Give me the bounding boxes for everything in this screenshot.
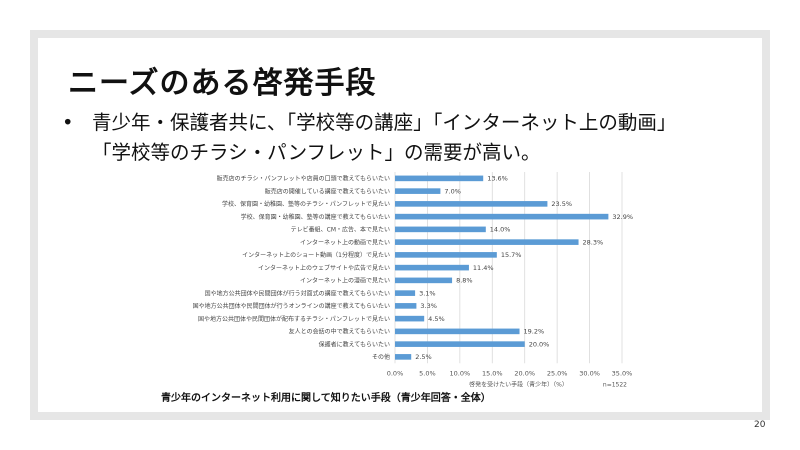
slide-title: ニーズのある啓発手段: [68, 66, 377, 101]
page-number: 20: [754, 420, 766, 430]
chart-caption: 青少年のインターネット利用に関して知りたい手段（青少年回答・全体）: [161, 393, 491, 404]
x-tick-label: 30.0%: [579, 369, 600, 377]
sample-size-note: n=1522: [603, 381, 627, 388]
bar: [395, 252, 497, 258]
bar: [395, 226, 486, 233]
data-label: 15.7%: [501, 251, 522, 259]
x-tick-label: 20.0%: [514, 369, 535, 377]
data-label: 4.5%: [428, 315, 445, 323]
category-label: 学校、保育園・幼稚園、塾等のチラシ・パンフレットで見たい: [222, 200, 390, 208]
bar: [395, 277, 453, 284]
x-tick-label: 15.0%: [482, 369, 503, 377]
category-label: インターネット上の動画で見たい: [300, 238, 390, 246]
category-label: 保護者に教えてもらいたい: [319, 340, 390, 348]
bar: [395, 264, 469, 271]
data-label: 7.0%: [444, 187, 461, 195]
bullet-text: • 青少年・保護者共に、「学校等の講座」「インターネット上の動画」 「学校等のチラ…: [62, 108, 676, 168]
data-label: 19.2%: [524, 328, 545, 336]
category-label: 国や地方公共団体や民間団体が行う対面式の講座で教えてもらいたい: [205, 289, 390, 297]
data-label: 14.0%: [490, 226, 511, 234]
x-axis-label: 啓発を受けたい手段（青少年）（%）: [469, 380, 568, 388]
category-label: その他: [372, 353, 390, 361]
category-label: インターネット上のショート動画（1分程度）で見たい: [242, 251, 390, 259]
category-label: テレビ番組、CM・広告、本で見たい: [291, 226, 390, 234]
data-label: 28.3%: [583, 238, 604, 246]
category-label: 販売店の開催している講座で教えてもらいたい: [265, 187, 390, 195]
category-label: 学校、保育園・幼稚園、塾等の講座で教えてもらいたい: [241, 213, 390, 221]
data-label: 3.1%: [419, 289, 436, 297]
bar: [395, 354, 412, 360]
bar: [395, 239, 579, 245]
category-label: インターネット上の漫画で見たい: [300, 277, 390, 285]
data-label: 23.5%: [551, 200, 572, 208]
bar: [395, 175, 484, 182]
bar: [395, 315, 425, 322]
bullet-line-2: 「学校等のチラシ・パンフレット」の需要が高い。: [92, 141, 541, 164]
category-label: 国や地方公共団体や民間団体が配布するチラシ・パンフレットで見たい: [198, 315, 390, 323]
category-label: 販売店のチラシ・パンフレットや店員の口頭で教えてもらいたい: [217, 175, 390, 183]
data-label: 3.3%: [420, 302, 437, 310]
bar: [395, 303, 417, 309]
category-label: 国や地方公共団体や民間団体が行うオンラインの講座で教えてもらいたい: [193, 302, 390, 310]
bullet-line-1: 青少年・保護者共に、「学校等の講座」「インターネット上の動画」: [92, 111, 677, 134]
x-tick-label: 0.0%: [387, 369, 404, 377]
data-label: 13.6%: [487, 175, 508, 183]
bar: [395, 201, 548, 207]
bar: [395, 188, 441, 194]
bar: [395, 341, 525, 347]
data-label: 32.9%: [612, 213, 633, 221]
x-tick-label: 5.0%: [419, 369, 436, 377]
data-label: 2.5%: [415, 353, 432, 361]
bar: [395, 213, 609, 220]
bar: [395, 328, 520, 335]
x-tick-label: 10.0%: [450, 369, 471, 377]
data-label: 20.0%: [529, 340, 550, 348]
data-label: 11.4%: [473, 264, 494, 272]
data-label: 8.8%: [456, 277, 473, 285]
category-label: インターネット上のウェブサイトや広告で見たい: [258, 264, 390, 272]
x-tick-label: 25.0%: [547, 369, 568, 377]
bar: [395, 290, 416, 296]
category-label: 友人との会話の中で教えてもらいたい: [289, 328, 390, 336]
x-tick-label: 35.0%: [612, 369, 633, 377]
bullet-icon: •: [62, 111, 74, 134]
